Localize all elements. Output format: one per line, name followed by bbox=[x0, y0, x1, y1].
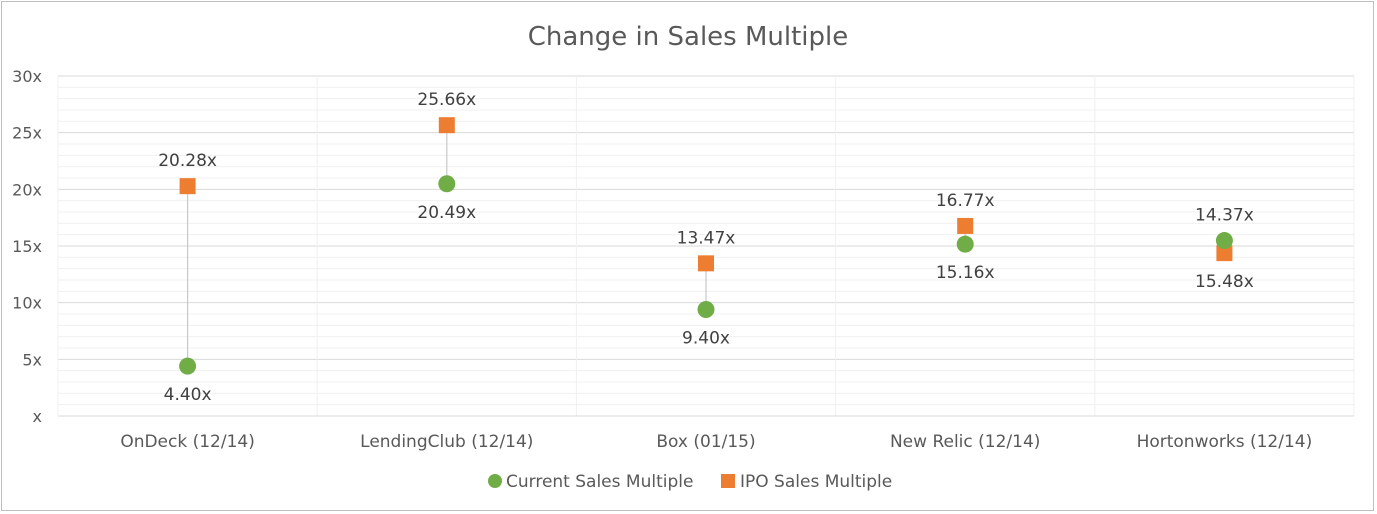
legend-ipo-label: IPO Sales Multiple bbox=[740, 472, 892, 492]
y-tick-label: 25x bbox=[12, 124, 42, 143]
x-category-label: Hortonworks (12/14) bbox=[1137, 432, 1313, 452]
legend-ipo-marker bbox=[721, 474, 735, 488]
current-data-label: 9.40x bbox=[682, 328, 730, 348]
y-tick-label: 10x bbox=[12, 294, 42, 313]
ipo-data-label: 25.66x bbox=[417, 90, 476, 110]
current-marker bbox=[697, 300, 715, 318]
ipo-marker bbox=[698, 255, 714, 272]
current-marker bbox=[956, 235, 974, 253]
ipo-data-label: 13.47x bbox=[677, 228, 736, 248]
current-marker bbox=[1215, 232, 1233, 250]
chart-title: Change in Sales Multiple bbox=[528, 22, 849, 52]
ipo-data-label: 14.37x bbox=[1195, 206, 1254, 226]
ipo-marker bbox=[179, 178, 196, 195]
y-tick-label: 15x bbox=[12, 237, 42, 256]
legend-current-label: Current Sales Multiple bbox=[506, 472, 693, 492]
ipo-marker bbox=[957, 217, 974, 234]
x-category-label: Box (01/15) bbox=[656, 432, 755, 452]
x-category-label: LendingClub (12/14) bbox=[360, 432, 533, 452]
x-axis-categories: OnDeck (12/14) LendingClub (12/14) Box (01… bbox=[120, 432, 1312, 452]
data-labels: 20.28x 4.40x 25.66x 20.49x 13.47x 9.40x 16.77x… bbox=[158, 90, 1254, 405]
current-data-label: 15.16x bbox=[936, 263, 995, 283]
y-tick-label: 5x bbox=[22, 350, 42, 369]
y-tick-label: 30x bbox=[12, 67, 42, 86]
y-axis-ticks: x 5x 10x 15x 20x 25x 30x bbox=[12, 67, 42, 426]
ipo-marker bbox=[1216, 245, 1233, 262]
x-category-label: New Relic (12/14) bbox=[890, 432, 1040, 452]
ipo-data-label: 20.28x bbox=[158, 151, 217, 171]
data-markers bbox=[179, 117, 1233, 375]
y-tick-label: x bbox=[33, 407, 42, 426]
ipo-data-label: 16.77x bbox=[936, 191, 995, 211]
current-data-label: 20.49x bbox=[417, 203, 476, 223]
x-category-label: OnDeck (12/14) bbox=[120, 432, 255, 452]
legend: Current Sales Multiple IPO Sales Multiple bbox=[488, 472, 892, 492]
ipo-marker bbox=[438, 117, 455, 134]
current-marker bbox=[179, 357, 197, 375]
current-marker bbox=[438, 175, 456, 193]
legend-current-marker bbox=[488, 474, 502, 488]
current-data-label: 15.48x bbox=[1195, 272, 1254, 292]
current-data-label: 4.40x bbox=[164, 385, 212, 405]
y-tick-label: 20x bbox=[12, 180, 42, 199]
